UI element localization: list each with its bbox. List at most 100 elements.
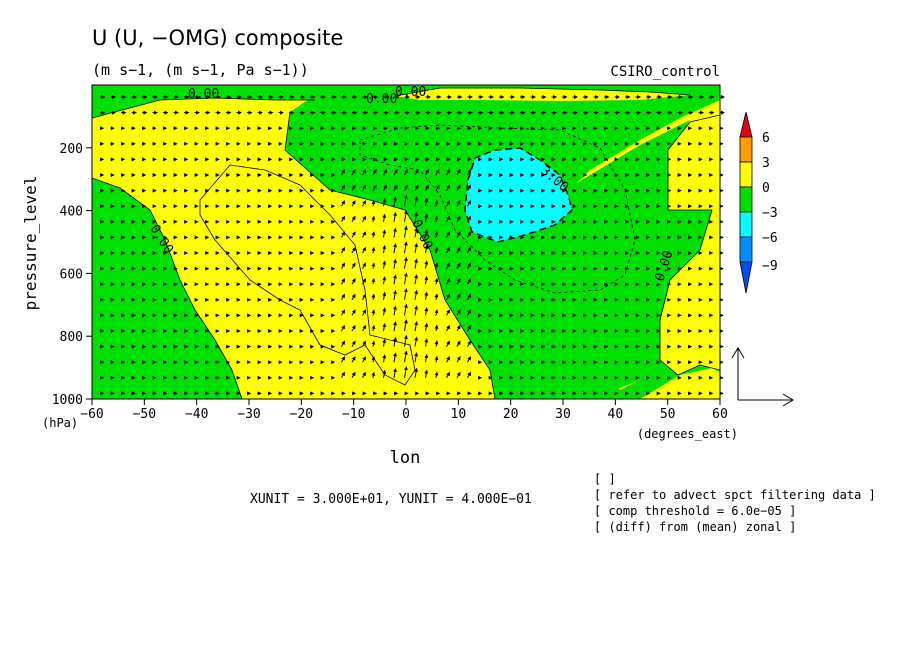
vector-arrow: [403, 194, 408, 207]
vector-arrow: [362, 231, 367, 238]
vector-unit-label: XUNIT = 3.000E+01, YUNIT = 4.000E−01: [250, 492, 532, 507]
colorbar-label: 0: [762, 181, 770, 196]
vector-arrow: [404, 168, 409, 176]
x-tick-label: −30: [237, 407, 260, 422]
vector-arrow: [382, 213, 387, 222]
note-line: [ (diff) from (mean) zonal ]: [594, 520, 796, 534]
vector-arrow: [456, 371, 461, 379]
vector-arrow: [393, 184, 398, 191]
vector-arrow: [403, 225, 408, 238]
x-tick-label: −50: [133, 407, 156, 422]
vector-arrow: [351, 262, 356, 269]
contour-label: 0.00: [395, 85, 426, 100]
colorbar-label: −9: [762, 259, 778, 274]
vector-arrow: [362, 356, 366, 363]
vector-arrow: [467, 371, 472, 379]
colorbar-bin: [739, 136, 753, 163]
vector-arrow: [456, 200, 461, 207]
vector-arrow: [371, 231, 376, 238]
vector-arrow: [446, 231, 451, 238]
vector-arrow: [393, 336, 398, 347]
y-tick-label: 200: [60, 142, 83, 157]
vector-arrow: [467, 340, 471, 347]
vector-arrow: [351, 309, 356, 316]
vector-arrow: [425, 184, 430, 191]
vector-arrow: [446, 278, 450, 285]
x-tick-label: 50: [660, 407, 676, 422]
vector-arrow: [341, 371, 346, 379]
vector-arrow: [351, 246, 356, 254]
vector-arrow: [456, 168, 461, 176]
yellow-east-region: [660, 115, 720, 375]
vector-arrow: [424, 198, 429, 207]
vector-arrow: [434, 355, 439, 363]
vector-arrow: [403, 256, 408, 269]
y-tick-label: 800: [60, 330, 83, 345]
vector-arrow: [446, 324, 450, 332]
x-tick-label: 10: [451, 407, 467, 422]
vector-arrow: [393, 289, 398, 300]
vector-arrow: [434, 309, 439, 316]
vector-arrow: [403, 366, 408, 378]
vector-arrow: [467, 278, 471, 285]
vector-arrow: [414, 336, 419, 347]
y-axis: 200 400 600 800 1000: [52, 142, 92, 408]
vector-arrow: [351, 340, 356, 347]
vector-arrow: [393, 211, 398, 222]
vector-arrow: [371, 246, 376, 254]
y-tick-label: 400: [60, 205, 83, 220]
vector-arrow: [403, 303, 408, 316]
green-west-region: [92, 178, 242, 399]
vector-arrow: [424, 369, 429, 378]
vector-arrow: [351, 168, 356, 176]
vector-arrow: [362, 324, 366, 332]
vector-arrow: [382, 276, 387, 285]
vector-arrow: [414, 196, 419, 207]
x-axis-units: (degrees_east): [637, 427, 738, 441]
vector-arrow: [424, 291, 429, 300]
model-label: CSIRO_control: [610, 64, 720, 80]
colorbar-label: 6: [762, 131, 770, 146]
vector-arrow: [446, 293, 451, 301]
colorbar-label: −3: [762, 206, 778, 221]
vector-arrow: [456, 262, 461, 269]
vector-arrow: [362, 215, 367, 223]
vector-arrow: [467, 246, 472, 254]
chart-subtitle: (m s−1, (m s−1, Pa s−1)): [92, 61, 309, 79]
y-axis-units: (hPa): [42, 416, 78, 430]
vector-arrow: [467, 356, 471, 363]
vector-arrow: [362, 278, 366, 285]
note-line: [ refer to advect spct filtering data ]: [594, 488, 876, 502]
vector-arrow: [456, 340, 461, 347]
vector-arrow: [403, 334, 408, 347]
vector-arrow: [341, 231, 346, 238]
vector-arrow: [362, 200, 367, 207]
colorbar-top-triangle: [739, 111, 753, 138]
vector-arrow: [341, 293, 346, 301]
vector-arrow: [371, 200, 376, 207]
vector-arrow: [414, 367, 419, 378]
vector-arrow: [456, 356, 461, 363]
vector-arrow: [393, 367, 398, 378]
vector-arrow: [341, 309, 346, 316]
negative-core-region: [464, 147, 573, 243]
green-top-left-region: [92, 85, 330, 118]
vector-arrow: [403, 288, 408, 300]
x-axis: −60 −50 −40 −30 −20 −10 0 10 20 30 40 50 60: [80, 399, 728, 422]
y-tick-label: 1000: [52, 393, 83, 408]
vector-arrow: [382, 198, 387, 207]
vector-arrow: [371, 215, 376, 222]
vector-arrow: [467, 262, 471, 269]
vector-arrow: [446, 168, 451, 176]
vector-arrow: [434, 199, 439, 207]
vector-arrow: [434, 277, 439, 285]
x-tick-label: −10: [342, 407, 365, 422]
vector-arrow: [424, 322, 429, 332]
vector-arrow: [456, 231, 461, 238]
vector-arrow: [446, 262, 450, 269]
vector-arrow: [371, 324, 376, 332]
vector-arrow: [382, 291, 387, 300]
vector-arrow: [393, 243, 398, 254]
vector-arrow: [372, 168, 377, 176]
colorbar-bin: [739, 161, 753, 188]
